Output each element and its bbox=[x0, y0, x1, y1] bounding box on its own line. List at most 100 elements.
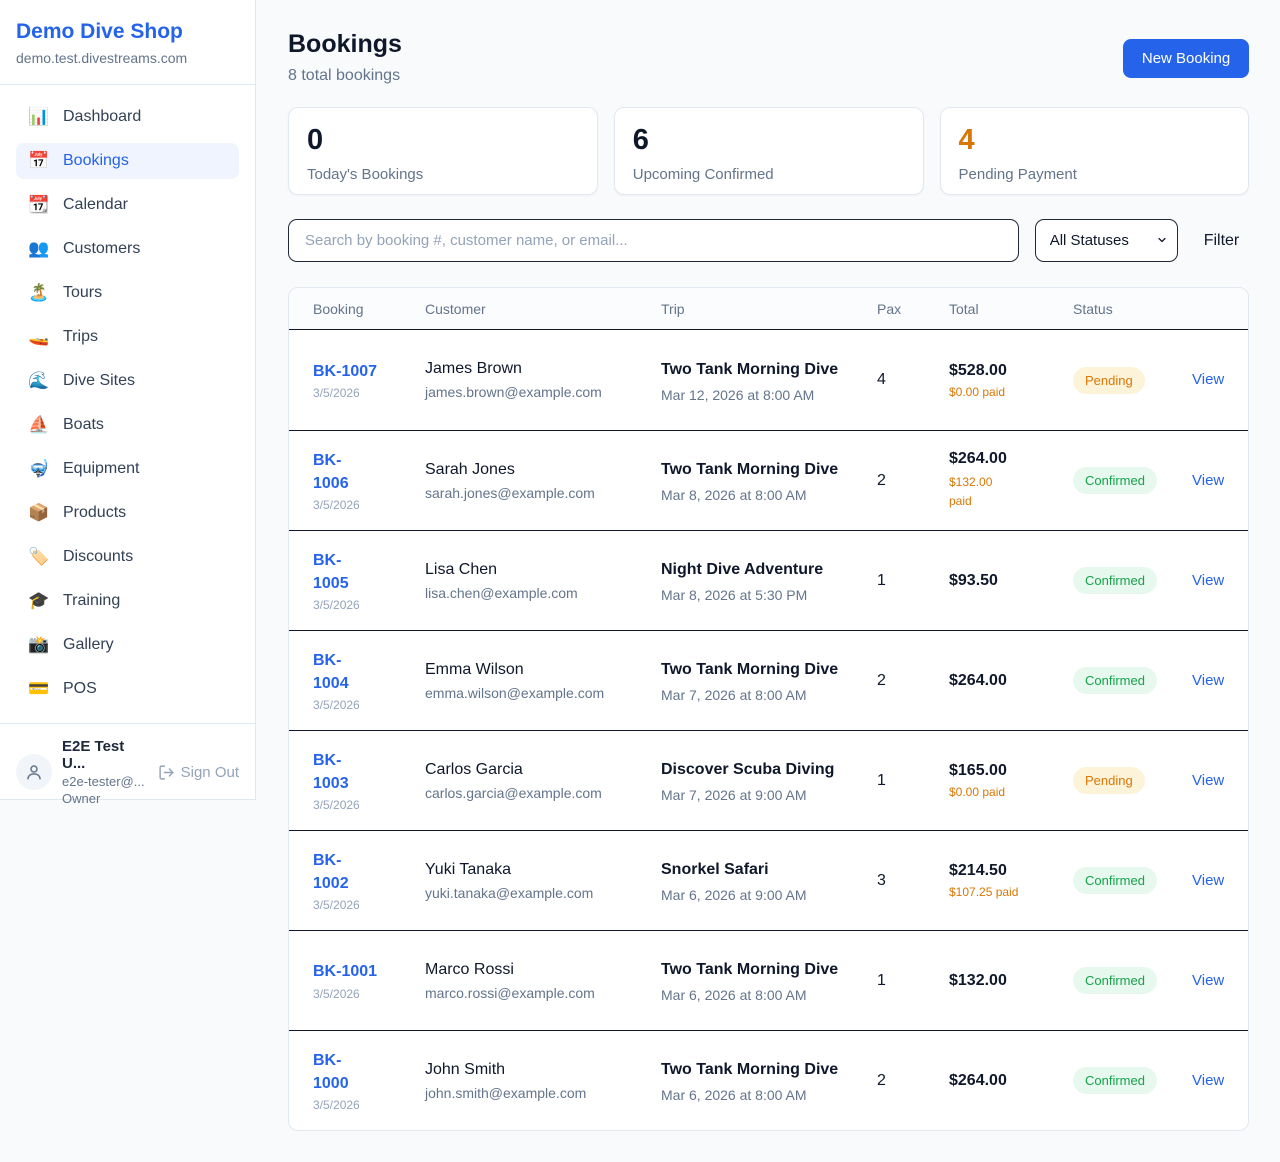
pax-cell: 1 bbox=[877, 571, 886, 589]
main-content: Bookings 8 total bookings New Booking 0 … bbox=[256, 0, 1280, 1162]
actions-cell: View bbox=[1192, 1072, 1224, 1090]
dive-sites-icon: 🌊 bbox=[28, 371, 50, 390]
total-cell: $528.00 $0.00 paid bbox=[949, 362, 1073, 399]
sidebar-item-bookings[interactable]: 📅 Bookings bbox=[16, 143, 239, 179]
view-link[interactable]: View bbox=[1192, 571, 1225, 589]
sign-out-button[interactable]: Sign Out bbox=[158, 764, 239, 781]
trip-name: Two Tank Morning Dive bbox=[661, 461, 839, 478]
sign-out-label: Sign Out bbox=[180, 763, 239, 781]
view-link[interactable]: View bbox=[1192, 871, 1225, 889]
stat-label: Today's Bookings bbox=[307, 166, 424, 183]
sidebar-item-label: Gallery bbox=[63, 636, 114, 653]
table-row: BK-1004 3/5/2026 Emma Wilson emma.wilson… bbox=[289, 630, 1249, 730]
status-badge: Pending bbox=[1073, 767, 1145, 794]
booking-id-link[interactable]: BK-1001 bbox=[313, 963, 378, 981]
stat-card: 0 Today's Bookings bbox=[288, 107, 598, 195]
trip-cell: Night Dive Adventure Mar 8, 2026 at 5:30… bbox=[661, 558, 877, 603]
actions-cell: View bbox=[1192, 872, 1224, 890]
sidebar-item-trips[interactable]: 🚤 Trips bbox=[16, 319, 239, 355]
filter-button[interactable]: Filter bbox=[1194, 232, 1250, 250]
sidebar-item-tours[interactable]: 🏝️ Tours bbox=[16, 275, 239, 311]
total-cell: $93.50 bbox=[949, 572, 1073, 590]
trip-name: Discover Scuba Diving bbox=[661, 761, 835, 778]
status-cell: Confirmed bbox=[1073, 867, 1192, 894]
sidebar-item-discounts[interactable]: 🏷️ Discounts bbox=[16, 539, 239, 575]
sidebar-item-equipment[interactable]: 🤿 Equipment bbox=[16, 451, 239, 487]
booking-cell: BK-1007 3/5/2026 bbox=[313, 360, 425, 400]
table-row: BK-1005 3/5/2026 Lisa Chen lisa.chen@exa… bbox=[289, 530, 1249, 630]
booking-id-link[interactable]: BK-1006 bbox=[313, 451, 349, 492]
stat-label: Upcoming Confirmed bbox=[632, 166, 774, 183]
trips-icon: 🚤 bbox=[28, 327, 50, 346]
customer-cell: Yuki Tanaka yuki.tanaka@example.com bbox=[425, 861, 661, 901]
sidebar-item-gallery[interactable]: 📸 Gallery bbox=[16, 627, 239, 663]
booking-date: 3/5/2026 bbox=[313, 1098, 360, 1113]
total-cell: $264.00 $132.00 paid bbox=[949, 450, 1073, 511]
pos-icon: 💳 bbox=[28, 679, 50, 698]
sidebar-item-products[interactable]: 📦 Products bbox=[16, 495, 239, 531]
sidebar-item-pos[interactable]: 💳 POS bbox=[16, 671, 239, 707]
trip-date: Mar 7, 2026 at 9:00 AM bbox=[661, 787, 807, 803]
search-input[interactable] bbox=[288, 219, 1019, 262]
booking-id-link[interactable]: BK-1000 bbox=[313, 1051, 349, 1092]
booking-id-link[interactable]: BK-1005 bbox=[313, 551, 349, 592]
view-link[interactable]: View bbox=[1192, 671, 1225, 689]
trip-date: Mar 12, 2026 at 8:00 AM bbox=[661, 386, 815, 403]
view-link[interactable]: View bbox=[1192, 771, 1225, 789]
sidebar-nav: 📊 Dashboard 📅 Bookings 📆 Calendar 👥 Cust… bbox=[0, 85, 255, 723]
view-link[interactable]: View bbox=[1192, 371, 1225, 388]
customer-name: Lisa Chen bbox=[425, 560, 498, 578]
booking-id-link[interactable]: BK-1003 bbox=[313, 751, 349, 792]
customer-cell: Emma Wilson emma.wilson@example.com bbox=[425, 661, 661, 701]
sidebar-item-label: Boats bbox=[63, 416, 104, 433]
stats-row: 0 Today's Bookings 6 Upcoming Confirmed … bbox=[288, 107, 1250, 195]
pax-cell: 2 bbox=[877, 671, 886, 689]
customer-email: yuki.tanaka@example.com bbox=[425, 884, 594, 901]
brand-title[interactable]: Demo Dive Shop bbox=[16, 20, 183, 43]
status-cell: Confirmed bbox=[1073, 1067, 1192, 1094]
trip-date: Mar 8, 2026 at 5:30 PM bbox=[661, 587, 808, 603]
sidebar-item-boats[interactable]: ⛵ Boats bbox=[16, 407, 239, 443]
status-filter-select[interactable]: All Statuses bbox=[1034, 219, 1178, 262]
trip-name: Snorkel Safari bbox=[661, 861, 769, 878]
booking-date: 3/5/2026 bbox=[313, 386, 360, 401]
paid-amount: $132.00 paid bbox=[949, 474, 993, 508]
booking-cell: BK-1001 3/5/2026 bbox=[313, 960, 425, 1000]
table-row: BK-1003 3/5/2026 Carlos Garcia carlos.ga… bbox=[289, 730, 1249, 830]
logout-icon bbox=[159, 764, 174, 780]
booking-id-link[interactable]: BK-1004 bbox=[313, 651, 349, 692]
sidebar-item-training[interactable]: 🎓 Training bbox=[16, 583, 239, 619]
sidebar-item-customers[interactable]: 👥 Customers bbox=[16, 231, 239, 267]
table-row: BK-1001 3/5/2026 Marco Rossi marco.rossi… bbox=[289, 930, 1249, 1030]
trip-cell: Two Tank Morning Dive Mar 8, 2026 at 8:0… bbox=[661, 458, 877, 503]
booking-id-link[interactable]: BK-1002 bbox=[313, 851, 349, 892]
customer-email: john.smith@example.com bbox=[425, 1084, 587, 1101]
booking-id-link[interactable]: BK-1007 bbox=[313, 362, 378, 380]
sidebar-item-label: Discounts bbox=[63, 548, 134, 565]
dashboard-icon: 📊 bbox=[28, 107, 50, 126]
total-amount: $93.50 bbox=[949, 571, 998, 589]
view-link[interactable]: View bbox=[1192, 1071, 1225, 1089]
trip-cell: Two Tank Morning Dive Mar 6, 2026 at 8:0… bbox=[661, 1058, 877, 1103]
view-link[interactable]: View bbox=[1192, 471, 1225, 489]
customer-cell: Sarah Jones sarah.jones@example.com bbox=[425, 461, 661, 501]
booking-date: 3/5/2026 bbox=[313, 498, 360, 513]
customer-cell: John Smith john.smith@example.com bbox=[425, 1061, 661, 1101]
customer-cell: James Brown james.brown@example.com bbox=[425, 360, 661, 400]
table-row: BK-1002 3/5/2026 Yuki Tanaka yuki.tanaka… bbox=[289, 830, 1249, 930]
customer-email: marco.rossi@example.com bbox=[425, 984, 595, 1001]
pax-cell: 4 bbox=[877, 371, 886, 388]
booking-cell: BK-1005 3/5/2026 bbox=[313, 549, 425, 612]
sidebar-item-dashboard[interactable]: 📊 Dashboard bbox=[16, 99, 239, 135]
sidebar-item-label: Training bbox=[63, 592, 121, 609]
table-row: BK-1007 3/5/2026 James Brown james.brown… bbox=[289, 330, 1248, 430]
view-link[interactable]: View bbox=[1192, 971, 1225, 989]
pax-cell: 3 bbox=[877, 871, 886, 889]
trip-name: Two Tank Morning Dive bbox=[661, 1061, 839, 1078]
sidebar-item-calendar[interactable]: 📆 Calendar bbox=[16, 187, 239, 223]
actions-cell: View bbox=[1192, 972, 1224, 990]
column-header-status: Status bbox=[1073, 300, 1113, 317]
actions-cell: View bbox=[1192, 672, 1224, 690]
sidebar-item-dive-sites[interactable]: 🌊 Dive Sites bbox=[16, 363, 239, 399]
new-booking-button[interactable]: New Booking bbox=[1122, 39, 1250, 78]
